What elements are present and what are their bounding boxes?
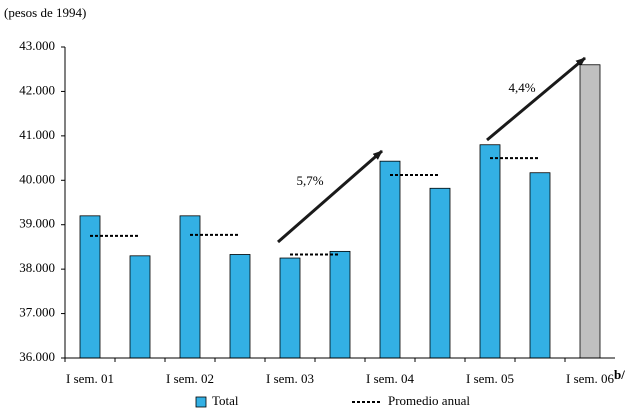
- x-tick-label: I sem. 01: [66, 371, 114, 386]
- bar: [329, 250, 351, 359]
- footnote-mark: b/: [614, 367, 625, 382]
- annotation: 4,4%: [508, 80, 535, 95]
- x-tick-label: I sem. 03: [266, 371, 314, 386]
- y-tick-label: 39.000: [19, 216, 55, 231]
- bar: [279, 257, 301, 359]
- bar: [229, 254, 251, 359]
- y-tick-label: 37.000: [19, 305, 55, 320]
- bar: [379, 160, 401, 359]
- y-tick-label: 43.000: [19, 38, 55, 53]
- y-tick-label: 38.000: [19, 260, 55, 275]
- y-tick-label: 42.000: [19, 82, 55, 97]
- y-tick-label: 36.000: [19, 349, 55, 364]
- bar: [79, 215, 101, 359]
- y-tick-label: 40.000: [19, 171, 55, 186]
- x-tick-label: I sem. 04: [366, 371, 415, 386]
- bar: [529, 172, 551, 359]
- y-tick-label: 41.000: [19, 127, 55, 142]
- legend-label: Total: [212, 393, 239, 408]
- x-tick-label: I sem. 06: [566, 371, 615, 386]
- x-tick-label: I sem. 05: [466, 371, 514, 386]
- legend-label: Promedio anual: [388, 393, 470, 408]
- annotation: 5,7%: [296, 173, 323, 188]
- bar: [129, 255, 151, 359]
- bar: [429, 187, 451, 359]
- arrow: [486, 56, 586, 142]
- arrow: [277, 149, 383, 244]
- bar: [179, 215, 201, 359]
- bar: [479, 144, 501, 359]
- subtitle: (pesos de 1994): [4, 5, 86, 20]
- legend-swatch: [195, 396, 207, 408]
- bar: [579, 64, 601, 359]
- x-tick-label: I sem. 02: [166, 371, 214, 386]
